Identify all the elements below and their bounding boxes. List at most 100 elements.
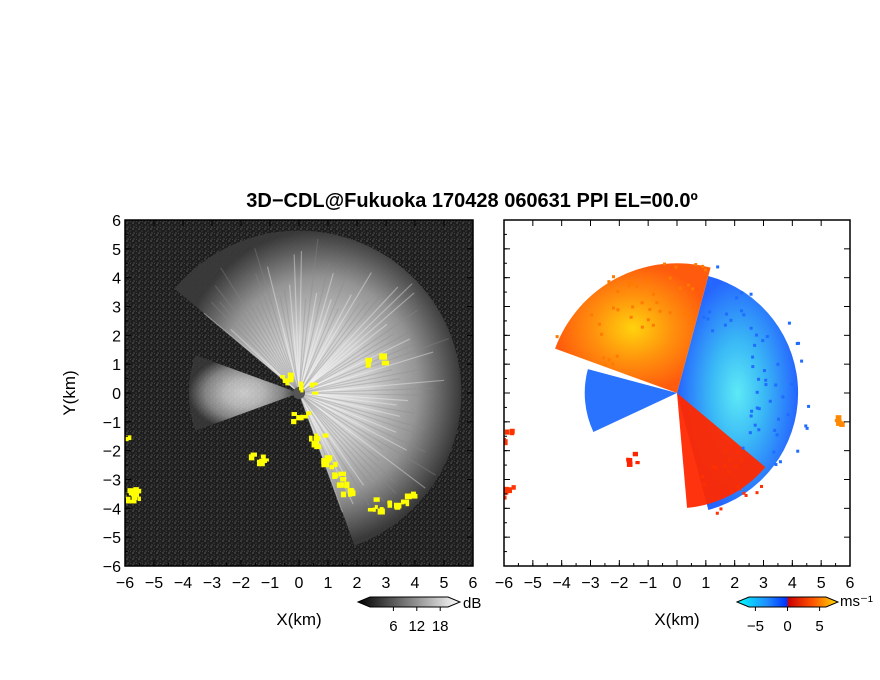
velocity-speckle: [603, 363, 607, 367]
reflectivity-streak: [288, 284, 300, 394]
velocity-edge-cell: [839, 421, 845, 427]
velocity-speckle: [555, 335, 559, 339]
velocity-xtick-label: 4: [788, 575, 797, 592]
velocity-marks: [504, 262, 845, 515]
reflectivity-xtick-label: 6: [469, 575, 478, 592]
velocity-speckle: [734, 464, 738, 468]
velocity-edge-cell: [509, 428, 515, 434]
velocity-speckle: [800, 359, 804, 363]
velocity-speckle: [615, 354, 619, 358]
reflectivity-yellow-cell: [338, 471, 346, 477]
reflectivity-yellow-cell: [134, 488, 142, 494]
reflectivity-yellow-cell: [382, 355, 387, 360]
reflectivity-xtick-label: 2: [353, 575, 362, 592]
velocity-speckle: [761, 339, 765, 343]
velocity-speckle: [742, 491, 746, 495]
reflectivity-xtick-label: −2: [232, 575, 250, 592]
reflectivity-streak: [298, 392, 365, 486]
reflectivity-streak: [298, 392, 397, 433]
reflectivity-yellow-cell: [374, 505, 378, 510]
velocity-speckle: [749, 414, 753, 418]
velocity-speckle: [805, 426, 809, 430]
reflectivity-yellow-cell: [300, 414, 308, 419]
velocity-speckle: [678, 286, 682, 290]
reflectivity-yellow-cell: [400, 499, 405, 505]
reflectivity-yellow-cell: [393, 502, 402, 509]
reflectivity-streak: [279, 296, 300, 394]
velocity-speckle: [607, 358, 611, 362]
velocity-edge-cell: [635, 460, 640, 465]
velocity-speckle: [714, 466, 718, 470]
velocity-xtick-label: −1: [639, 575, 657, 592]
reflectivity-streak: [298, 351, 434, 394]
reflectivity-ylabel: Y(km): [60, 370, 79, 415]
velocity-speckle: [597, 322, 601, 326]
velocity-speckle: [709, 280, 713, 284]
reflectivity-yellow-cell: [262, 458, 269, 462]
reflectivity-streak: [298, 392, 384, 451]
reflectivity-streak: [298, 392, 385, 503]
velocity-speckle: [772, 450, 776, 454]
velocity-speckle: [738, 487, 742, 491]
reflectivity-yellow-cell: [329, 464, 334, 470]
velocity-colorbar-bar: [735, 596, 840, 608]
velocity-speckle: [736, 485, 740, 489]
velocity-speckle: [715, 511, 719, 515]
velocity-speckle: [757, 428, 761, 432]
reflectivity-yellow-cell: [367, 507, 374, 512]
velocity-speckle: [627, 284, 631, 288]
reflectivity-yellow-cell: [313, 382, 318, 386]
reflectivity-yellow-cell: [288, 376, 294, 383]
velocity-speckle: [723, 323, 727, 327]
velocity-colorbar-ticks: −5 0 5: [747, 607, 824, 635]
reflectivity-yellow-cell: [291, 418, 297, 425]
velocity-speckle: [786, 413, 790, 417]
velocity-edge-cell: [626, 457, 630, 462]
reflectivity-marks: [117, 230, 462, 546]
velocity-speckle: [730, 489, 734, 493]
velocity-speckle: [764, 383, 768, 387]
reflectivity-ytick-label: 4: [112, 271, 121, 288]
velocity-speckle: [708, 310, 712, 314]
velocity-speckle: [755, 406, 759, 410]
velocity-speckle: [750, 409, 754, 413]
velocity-speckle: [765, 335, 769, 339]
velocity-speckle: [688, 321, 692, 325]
velocity-speckle: [612, 275, 616, 279]
reflectivity-streak: [298, 299, 332, 394]
velocity-speckle: [759, 484, 763, 488]
reflectivity-colorbar-tick-label: 18: [432, 618, 449, 635]
velocity-speckle: [702, 315, 706, 319]
reflectivity-streak: [220, 267, 300, 394]
reflectivity-colorbar-ticks: 6 12 18: [389, 607, 449, 635]
reflectivity-colorbar: 6 12 18 dB: [356, 595, 481, 635]
velocity-speckle: [751, 365, 755, 369]
reflectivity-yellow-cell: [332, 472, 338, 480]
reflectivity-streak: [298, 262, 330, 394]
velocity-speckle: [807, 404, 811, 408]
reflectivity-yellow-cell: [313, 435, 321, 441]
velocity-speckle: [790, 382, 794, 386]
velocity-colorbar-tick-label: 5: [815, 618, 823, 635]
velocity-speckle: [711, 329, 715, 333]
velocity-edge-cell: [836, 420, 841, 426]
reflectivity-yellow-cell: [282, 378, 289, 383]
reflectivity-streak: [298, 392, 415, 414]
reflectivity-yellow-cell: [322, 433, 329, 438]
velocity-speckle: [781, 395, 785, 399]
reflectivity-yellow-cell: [387, 501, 393, 508]
velocity-speckle: [736, 450, 740, 454]
reflectivity-ytick-label: 5: [112, 242, 121, 259]
velocity-speckle: [712, 464, 716, 468]
reflectivity-yellow-cell: [130, 491, 137, 497]
reflectivity-yellow-cell: [117, 432, 122, 437]
velocity-speckle: [703, 268, 707, 272]
reflectivity-streak: [283, 289, 300, 394]
reflectivity-yellow-cell: [336, 482, 344, 488]
reflectivity-yellow-cell: [130, 499, 137, 504]
reflectivity-streak: [254, 247, 300, 394]
reflectivity-streak: [298, 392, 397, 406]
reflectivity-streak: [298, 392, 425, 430]
reflectivity-streak: [298, 294, 352, 394]
